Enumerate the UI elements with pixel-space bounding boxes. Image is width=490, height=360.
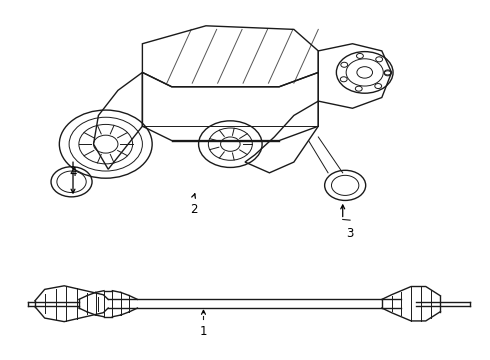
Text: 4: 4 bbox=[69, 166, 77, 179]
Text: 3: 3 bbox=[346, 226, 354, 240]
Text: 1: 1 bbox=[200, 325, 207, 338]
Text: 2: 2 bbox=[190, 203, 197, 216]
